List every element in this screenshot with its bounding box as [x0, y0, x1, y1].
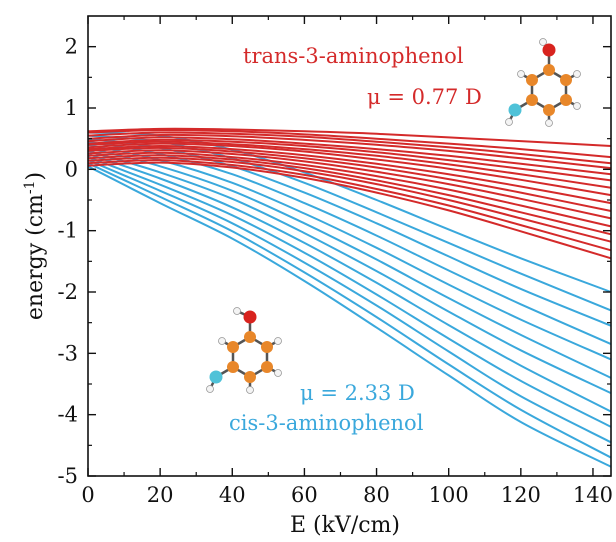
- x-tick-label: 80: [363, 483, 390, 507]
- x-tick-label: 20: [147, 483, 174, 507]
- y-tick-label: -1: [58, 219, 78, 243]
- cis-level-curve: [87, 159, 612, 444]
- trans-level-curve: [87, 161, 612, 260]
- plot-frame: [87, 15, 612, 477]
- x-tick-label: 120: [501, 483, 541, 507]
- series-layer: [87, 127, 612, 468]
- trans-level-curve: [87, 136, 612, 176]
- trans-level-curve: [87, 129, 612, 159]
- y-tick-label: 2: [65, 35, 78, 59]
- cis-level-curve: [87, 143, 612, 361]
- cis-level-curve: [87, 149, 612, 395]
- cis-molecule-illustration: [206, 307, 282, 394]
- cis-dipole-label: μ = 2.33 D: [300, 381, 415, 405]
- y-tick-label: 1: [65, 96, 78, 120]
- y-tick-label: 0: [65, 157, 78, 181]
- trans-level-curve: [87, 127, 612, 147]
- trans-level-curve: [87, 142, 612, 197]
- cis-level-curve: [87, 153, 612, 413]
- x-axis-title: E (kV/cm): [290, 513, 400, 538]
- x-tick-label: 0: [81, 483, 94, 507]
- y-axis-title: energy (cm-1): [22, 172, 48, 320]
- trans-level-curve: [87, 146, 612, 212]
- trans-level-curve: [87, 131, 612, 165]
- trans-level-curve: [87, 144, 612, 205]
- cis-level-curve: [87, 165, 612, 468]
- x-tick-label: 40: [219, 483, 246, 507]
- y-tick-label: -3: [58, 341, 78, 365]
- trans-level-curve: [87, 156, 612, 243]
- y-tick-label: -2: [58, 280, 78, 304]
- trans-level-curve: [87, 149, 612, 220]
- y-tick-label: -5: [58, 464, 78, 488]
- trans-level-curve: [87, 133, 612, 170]
- cis-level-curve: [87, 156, 612, 428]
- trans-level-curve: [87, 154, 612, 236]
- cis-level-curve: [87, 162, 612, 459]
- trans-level-curve: [87, 138, 612, 182]
- trans-level-curve: [87, 140, 612, 189]
- trans-dipole-label: μ = 0.77 D: [367, 85, 482, 109]
- trans-level-curve: [87, 159, 612, 252]
- trans-molecule-illustration: [505, 38, 581, 127]
- trans-level-curve: [87, 151, 612, 228]
- cis-level-curve: [87, 146, 612, 379]
- x-tick-label: 140: [573, 483, 613, 507]
- y-tick-label: -4: [58, 403, 78, 427]
- x-tick-label: 60: [291, 483, 318, 507]
- cis-name-label: cis-3-aminophenol: [229, 411, 424, 435]
- ticks-layer: 0 20 40 60 80 100 120 140 2 1 0 -1 -2 -3 -4 -5: [58, 16, 613, 507]
- trans-name-label: trans-3-aminophenol: [243, 44, 464, 68]
- x-tick-label: 100: [429, 483, 469, 507]
